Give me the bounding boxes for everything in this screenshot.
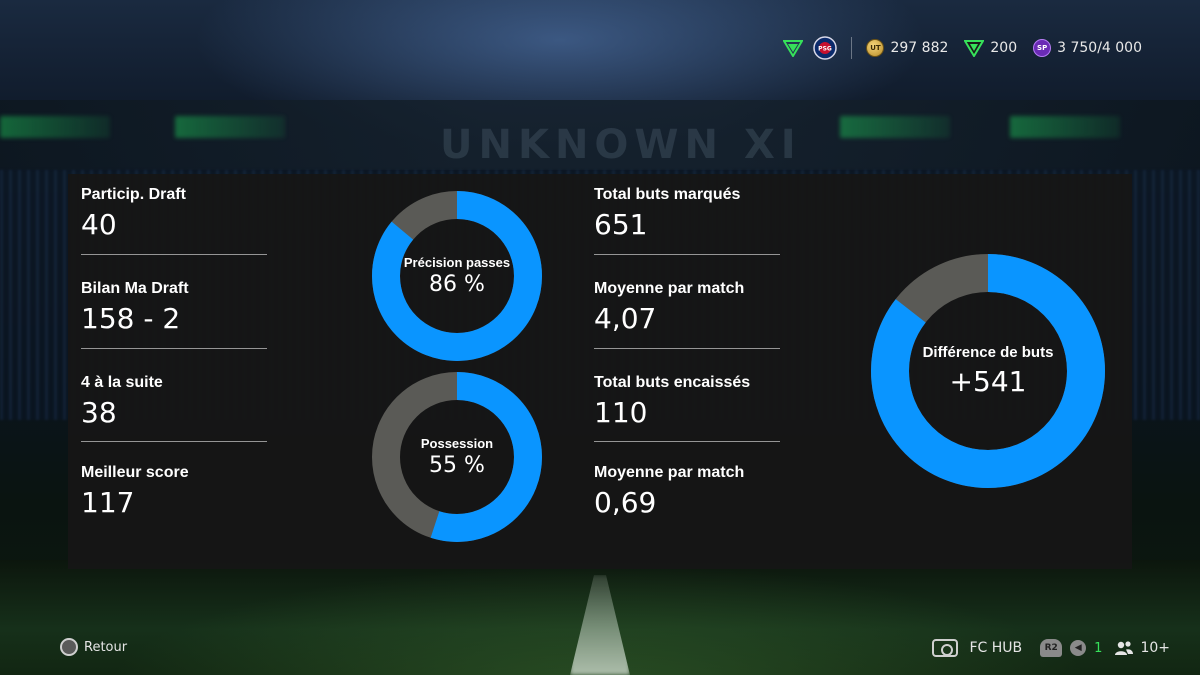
stat-goals-scored-average: Moyenne par match 4,07: [594, 279, 780, 337]
fc-hub-button[interactable]: FC HUB: [931, 639, 1023, 657]
pass-accuracy-ring: [372, 191, 542, 361]
friends-button[interactable]: 10+: [1114, 640, 1170, 656]
fc-logo-icon: [783, 39, 804, 57]
pass-accuracy-donut: Précision passes 86 %: [372, 191, 542, 361]
stat-label: 4 à la suite: [81, 374, 163, 391]
stat-value: 4,07: [594, 302, 657, 335]
season-points-display: SP 3 750/4 000: [1033, 39, 1142, 57]
fc-points-icon: [964, 39, 985, 57]
stat-label: Total buts marqués: [594, 186, 741, 203]
currency-bar: PSG UT 297 882 200 SP 3 750/4 000: [783, 36, 1142, 60]
stat-value: 38: [81, 396, 117, 429]
friends-icon: [1115, 641, 1134, 655]
coin-icon: UT: [866, 39, 885, 57]
points-value: 200: [990, 40, 1018, 56]
season-points-value: 3 750/4 000: [1057, 40, 1142, 56]
stat-label: Total buts encaissés: [594, 374, 751, 391]
divider: [81, 441, 267, 442]
stat-value: 40: [81, 208, 117, 241]
donut-label: Possession: [420, 436, 494, 451]
pass-accuracy-value-arc: [372, 191, 542, 361]
svg-text:PSG: PSG: [819, 46, 833, 53]
stat-draft-participations: Particip. Draft 40: [81, 185, 267, 243]
stat-label: Particip. Draft: [81, 186, 186, 203]
club-crest-icon: PSG: [813, 36, 838, 60]
voice-chat-icon[interactable]: ◀: [1070, 640, 1087, 656]
possession-donut: Possession 55 %: [372, 372, 542, 542]
divider: [594, 348, 780, 349]
donut-value: 55 %: [429, 453, 485, 478]
donut-label: Précision passes: [403, 255, 511, 270]
circle-button-icon: [60, 638, 78, 656]
goal-difference-donut: Différence de buts +541: [871, 254, 1105, 488]
stat-value: 110: [594, 396, 648, 429]
divider: [594, 254, 780, 255]
back-button[interactable]: Retour: [60, 638, 127, 656]
possession-ring: [372, 372, 542, 542]
divider: [81, 348, 267, 349]
back-label: Retour: [84, 639, 128, 655]
donut-value: +541: [949, 365, 1027, 398]
stat-goals-conceded-average: Moyenne par match 0,69: [594, 463, 780, 521]
touchpad-icon: [931, 639, 958, 657]
separator: [851, 37, 853, 59]
stat-goals-scored: Total buts marqués 651: [594, 185, 780, 243]
r2-button-icon[interactable]: R2: [1040, 639, 1063, 657]
friends-count: 10+: [1140, 640, 1170, 656]
donut-label: Différence de buts: [922, 344, 1054, 361]
stat-value: 0,69: [594, 486, 657, 519]
divider: [81, 254, 267, 255]
stat-draft-record: Bilan Ma Draft 158 - 2: [81, 279, 267, 337]
stat-label: Meilleur score: [81, 464, 189, 481]
points-display: 200: [964, 39, 1017, 57]
coins-display: UT 297 882: [866, 39, 948, 57]
voice-chat-count: 1: [1094, 640, 1103, 656]
stat-value: 117: [81, 486, 135, 519]
bottom-right-controls: FC HUB R2 ◀ 1 10+: [931, 636, 1170, 660]
goal-difference-value-arc: [871, 254, 1105, 488]
stat-label: Bilan Ma Draft: [81, 280, 189, 297]
stat-value: 651: [594, 208, 648, 241]
coins-value: 297 882: [890, 40, 949, 56]
stat-win-streak: 4 à la suite 38: [81, 373, 267, 431]
fc-hub-label: FC HUB: [969, 640, 1023, 656]
goal-difference-ring: [871, 254, 1105, 488]
divider: [594, 441, 780, 442]
possession-value-arc: [372, 372, 542, 542]
stat-label: Moyenne par match: [594, 280, 745, 297]
stat-goals-conceded: Total buts encaissés 110: [594, 373, 780, 431]
donut-value: 86 %: [429, 272, 485, 297]
draft-stats-panel: Particip. Draft 40 Bilan Ma Draft 158 - …: [68, 174, 1132, 569]
stat-value: 158 - 2: [81, 302, 181, 335]
stat-label: Moyenne par match: [594, 464, 745, 481]
season-points-icon: SP: [1033, 39, 1052, 57]
stat-best-score: Meilleur score 117: [81, 463, 267, 521]
